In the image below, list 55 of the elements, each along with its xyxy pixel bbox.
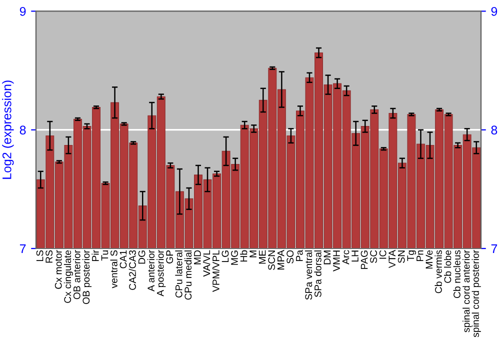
y-tick-label: 8 bbox=[20, 126, 26, 134]
x-tick-label: Cb vermis bbox=[434, 250, 442, 294]
x-tick-label: spinal cord anterior bbox=[462, 250, 472, 332]
x-tick-label: MD bbox=[194, 250, 201, 264]
x-tick-label: GP bbox=[166, 250, 174, 264]
y2-tick-label: 7 bbox=[491, 244, 498, 254]
x-tick-label: SN bbox=[398, 250, 405, 263]
x-tick-label: RS bbox=[46, 250, 53, 263]
x-tick-label: A anterior bbox=[147, 250, 154, 292]
x-tick-label: DM bbox=[324, 250, 331, 264]
x-tick-label: spinal cord posterior bbox=[472, 250, 481, 338]
x-tick-label: PAG bbox=[360, 250, 368, 269]
y-tick-label: 7 bbox=[20, 244, 26, 254]
x-tick-label: Cx motor bbox=[54, 250, 62, 289]
x-tick-label: LG bbox=[222, 250, 229, 262]
y2-tick-label: 9 bbox=[491, 7, 498, 16]
x-tick-label: ventral S bbox=[110, 250, 118, 288]
x-tick-label: Tg bbox=[407, 250, 416, 262]
x-tick-label: Pa bbox=[296, 250, 303, 261]
x-tick-label: OB anterior bbox=[73, 250, 80, 300]
x-tick-label: DG bbox=[138, 250, 146, 264]
y2-tick-label: 8 bbox=[491, 126, 498, 134]
x-tick-label: M bbox=[250, 250, 256, 258]
x-tick-label: VA/VL bbox=[202, 250, 210, 277]
x-tick-label: A posterior bbox=[156, 250, 166, 296]
x-tick-label: SO bbox=[286, 250, 294, 264]
x-tick-label: CA2/CA3 bbox=[128, 250, 136, 290]
x-tick-label: Tu bbox=[101, 250, 108, 261]
x-tick-label: VMH bbox=[333, 250, 340, 272]
x-tick-label: SPa ventral bbox=[304, 250, 312, 300]
x-tick-label: ME bbox=[258, 250, 266, 264]
x-tick-label: OB posterior bbox=[82, 250, 92, 304]
y-axis-title: Log2 (expression) bbox=[2, 80, 14, 179]
x-tick-label: LH bbox=[352, 250, 358, 262]
x-tick-label: CA1 bbox=[120, 250, 127, 268]
x-tick-label: Cb lobe bbox=[444, 250, 452, 283]
x-tick-label: CPu medial bbox=[184, 250, 192, 300]
x-tick-label: MPA bbox=[278, 250, 284, 270]
x-tick-label: IC bbox=[379, 250, 386, 259]
x-tick-label: Pir bbox=[92, 250, 99, 261]
x-tick-label: MG bbox=[231, 250, 238, 265]
x-tick-label: SC bbox=[370, 250, 377, 263]
x-tick-label: MVe bbox=[426, 250, 433, 269]
x-tick-label: VTA bbox=[388, 250, 396, 268]
x-tick-label: SCN bbox=[268, 250, 276, 270]
x-tick-label: CPu lateral bbox=[175, 250, 182, 298]
x-tick-label: Cb nucleus bbox=[453, 250, 460, 298]
y-tick-label: 9 bbox=[20, 7, 26, 16]
x-tick-label: Pn bbox=[416, 250, 424, 261]
x-tick-label: Cx cingulate bbox=[64, 250, 73, 303]
x-tick-label: Arc bbox=[342, 250, 350, 264]
x-tick-label: SPa dorsal bbox=[314, 250, 322, 297]
x-tick-label: Hb bbox=[240, 250, 248, 262]
x-tick-label: VPM/VPL bbox=[212, 250, 220, 292]
x-tick-label: LS bbox=[36, 250, 44, 261]
